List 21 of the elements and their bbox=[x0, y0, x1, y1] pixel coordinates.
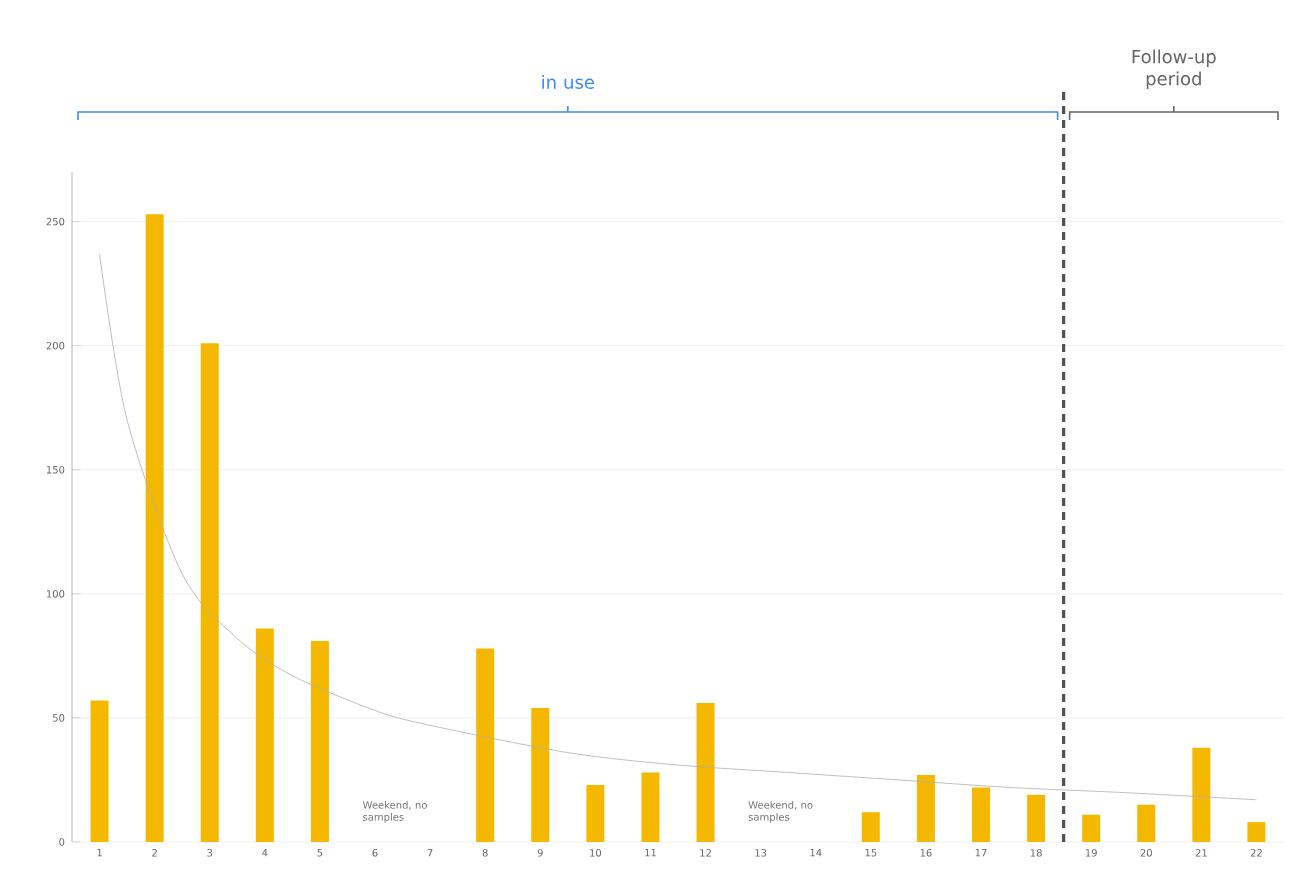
bar bbox=[1082, 814, 1101, 842]
bar bbox=[916, 774, 935, 842]
bar bbox=[586, 784, 605, 842]
bar bbox=[90, 700, 109, 842]
bar bbox=[1247, 822, 1266, 842]
bar bbox=[1027, 794, 1046, 842]
bar bbox=[972, 787, 990, 842]
bar bbox=[145, 214, 164, 842]
bar bbox=[310, 640, 329, 842]
bar bbox=[1137, 804, 1156, 842]
text: Follow-up period bbox=[1132, 49, 1216, 89]
bar bbox=[531, 707, 550, 842]
text: in use bbox=[542, 74, 595, 89]
bar bbox=[476, 648, 495, 842]
bar bbox=[696, 703, 715, 842]
bar bbox=[861, 812, 880, 842]
bar bbox=[200, 343, 219, 842]
line-series bbox=[99, 253, 1257, 801]
bar bbox=[1192, 747, 1211, 842]
bar bbox=[255, 628, 274, 842]
bar bbox=[641, 772, 660, 842]
